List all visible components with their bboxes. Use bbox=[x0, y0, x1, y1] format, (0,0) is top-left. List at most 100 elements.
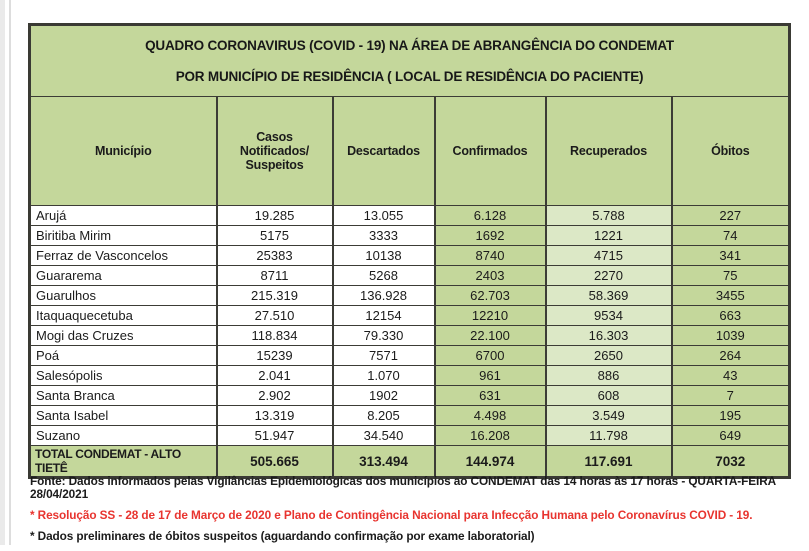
value-cell: 27.510 bbox=[215, 305, 334, 326]
value-cell: 9534 bbox=[544, 305, 673, 326]
value-cell: 4.498 bbox=[433, 405, 547, 426]
table-row: Santa Branca 2.902 1902 631 608 7 bbox=[28, 385, 791, 406]
municipality-cell: Salesópolis bbox=[28, 365, 218, 386]
value-cell: 62.703 bbox=[433, 285, 547, 306]
table-title: QUADRO CORONAVIRUS (COVID - 19) NA ÁREA … bbox=[28, 24, 791, 97]
value-cell: 5268 bbox=[331, 265, 436, 286]
value-cell: 6.128 bbox=[433, 205, 547, 226]
value-cell: 2.041 bbox=[215, 365, 334, 386]
value-cell: 341 bbox=[670, 245, 791, 266]
value-cell: 215.319 bbox=[215, 285, 334, 306]
table-row: Santa Isabel 13.319 8.205 4.498 3.549 195 bbox=[28, 405, 791, 426]
municipality-cell: Arujá bbox=[28, 205, 218, 226]
value-cell: 6700 bbox=[433, 345, 547, 366]
municipality-cell: Suzano bbox=[28, 425, 218, 446]
value-cell: 16.208 bbox=[433, 425, 547, 446]
value-cell: 58.369 bbox=[544, 285, 673, 306]
resolution-note: * Resolução SS - 28 de 17 de Março de 20… bbox=[30, 508, 753, 522]
preliminary-data-note: * Dados preliminares de óbitos suspeitos… bbox=[30, 529, 535, 543]
value-cell: 13.319 bbox=[215, 405, 334, 426]
table-body: Arujá 19.285 13.055 6.128 5.788 227 Biritiba M… bbox=[28, 205, 791, 446]
value-cell: 16.303 bbox=[544, 325, 673, 346]
value-cell: 12154 bbox=[331, 305, 436, 326]
value-cell: 34.540 bbox=[331, 425, 436, 446]
header-row: Município Casos Notificados/ Suspeitos D… bbox=[28, 96, 791, 206]
value-cell: 19.285 bbox=[215, 205, 334, 226]
total-value-cell: 7032 bbox=[670, 445, 791, 478]
table-row: Ferraz de Vasconcelos 25383 10138 8740 4715 3… bbox=[28, 245, 791, 266]
value-cell: 2.902 bbox=[215, 385, 334, 406]
municipality-cell: Itaquaquecetuba bbox=[28, 305, 218, 326]
municipality-cell: Guarulhos bbox=[28, 285, 218, 306]
table-row: Biritiba Mirim 5175 3333 1692 1221 74 bbox=[28, 225, 791, 246]
municipality-cell: Santa Isabel bbox=[28, 405, 218, 426]
municipality-cell: Poá bbox=[28, 345, 218, 366]
value-cell: 7 bbox=[670, 385, 791, 406]
value-cell: 13.055 bbox=[331, 205, 436, 226]
value-cell: 195 bbox=[670, 405, 791, 426]
value-cell: 1.070 bbox=[331, 365, 436, 386]
covid-table: QUADRO CORONAVIRUS (COVID - 19) NA ÁREA … bbox=[28, 23, 792, 479]
value-cell: 8740 bbox=[433, 245, 547, 266]
value-cell: 227 bbox=[670, 205, 791, 226]
table-row: Itaquaquecetuba 27.510 12154 12210 9534 663 bbox=[28, 305, 791, 326]
value-cell: 3333 bbox=[331, 225, 436, 246]
value-cell: 1039 bbox=[670, 325, 791, 346]
total-value-cell: 313.494 bbox=[331, 445, 436, 478]
municipality-cell: Biritiba Mirim bbox=[28, 225, 218, 246]
value-cell: 886 bbox=[544, 365, 673, 386]
value-cell: 136.928 bbox=[331, 285, 436, 306]
municipality-cell: Mogi das Cruzes bbox=[28, 325, 218, 346]
total-value-cell: 117.691 bbox=[544, 445, 673, 478]
value-cell: 22.100 bbox=[433, 325, 547, 346]
total-value-cell: 505.665 bbox=[215, 445, 334, 478]
value-cell: 4715 bbox=[544, 245, 673, 266]
value-cell: 3455 bbox=[670, 285, 791, 306]
value-cell: 1902 bbox=[331, 385, 436, 406]
value-cell: 7571 bbox=[331, 345, 436, 366]
value-cell: 75 bbox=[670, 265, 791, 286]
value-cell: 15239 bbox=[215, 345, 334, 366]
value-cell: 25383 bbox=[215, 245, 334, 266]
total-row: TOTAL CONDEMAT - ALTO TIETÊ 505.665 313.… bbox=[28, 445, 791, 478]
municipality-cell: Guararema bbox=[28, 265, 218, 286]
value-cell: 961 bbox=[433, 365, 547, 386]
total-value-cell: 144.974 bbox=[433, 445, 547, 478]
table-row: Arujá 19.285 13.055 6.128 5.788 227 bbox=[28, 205, 791, 226]
value-cell: 10138 bbox=[331, 245, 436, 266]
municipality-cell: Ferraz de Vasconcelos bbox=[28, 245, 218, 266]
total-label: TOTAL CONDEMAT - ALTO TIETÊ bbox=[28, 445, 218, 478]
value-cell: 11.798 bbox=[544, 425, 673, 446]
value-cell: 12210 bbox=[433, 305, 547, 326]
header-cell-obitos: Óbitos bbox=[670, 96, 791, 206]
value-cell: 8.205 bbox=[331, 405, 436, 426]
page-edge bbox=[0, 0, 5, 545]
value-cell: 3.549 bbox=[544, 405, 673, 426]
table-row: Guarulhos 215.319 136.928 62.703 58.369 3455 bbox=[28, 285, 791, 306]
value-cell: 1692 bbox=[433, 225, 547, 246]
value-cell: 2270 bbox=[544, 265, 673, 286]
table-title-line2: POR MUNICÍPIO DE RESIDÊNCIA ( LOCAL DE R… bbox=[175, 69, 644, 84]
value-cell: 79.330 bbox=[331, 325, 436, 346]
value-cell: 608 bbox=[544, 385, 673, 406]
table-row: Suzano 51.947 34.540 16.208 11.798 649 bbox=[28, 425, 791, 446]
title-row: QUADRO CORONAVIRUS (COVID - 19) NA ÁREA … bbox=[28, 24, 791, 97]
table-row: Guararema 8711 5268 2403 2270 75 bbox=[28, 265, 791, 286]
value-cell: 2650 bbox=[544, 345, 673, 366]
value-cell: 118.834 bbox=[215, 325, 334, 346]
value-cell: 1221 bbox=[544, 225, 673, 246]
value-cell: 43 bbox=[670, 365, 791, 386]
value-cell: 51.947 bbox=[215, 425, 334, 446]
value-cell: 8711 bbox=[215, 265, 334, 286]
value-cell: 663 bbox=[670, 305, 791, 326]
value-cell: 264 bbox=[670, 345, 791, 366]
table-row: Poá 15239 7571 6700 2650 264 bbox=[28, 345, 791, 366]
value-cell: 5175 bbox=[215, 225, 334, 246]
table-title-line1: QUADRO CORONAVIRUS (COVID - 19) NA ÁREA … bbox=[145, 38, 674, 53]
page-edge-line bbox=[9, 0, 11, 545]
value-cell: 5.788 bbox=[544, 205, 673, 226]
table-row: Salesópolis 2.041 1.070 961 886 43 bbox=[28, 365, 791, 386]
header-cell-casos-notificados: Casos Notificados/ Suspeitos bbox=[215, 96, 334, 206]
table-row: Mogi das Cruzes 118.834 79.330 22.100 16.303… bbox=[28, 325, 791, 346]
municipality-cell: Santa Branca bbox=[28, 385, 218, 406]
